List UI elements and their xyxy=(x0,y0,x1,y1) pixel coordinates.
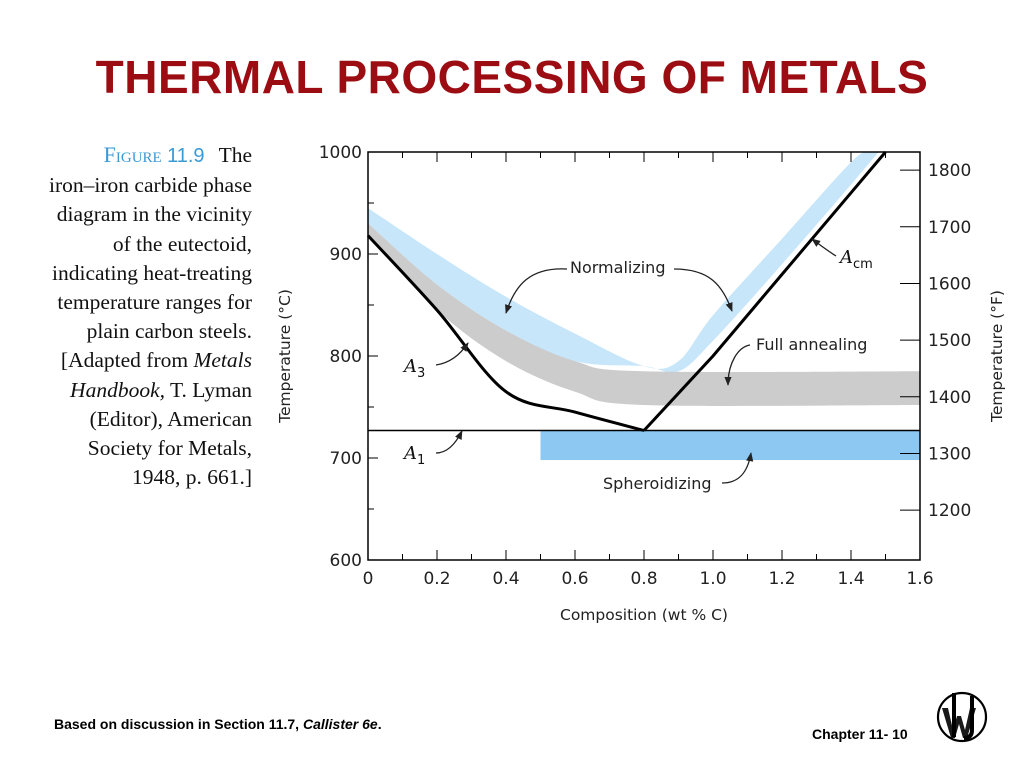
y-tick-label-right: 1500 xyxy=(928,331,971,351)
caption-line-4: of the eutectoid, xyxy=(112,231,252,256)
caption-line-10: (Editor), American xyxy=(89,406,252,431)
annotations: Normalizing Full annealing Spheroidizing A3… xyxy=(402,238,873,493)
caption-line-2: iron–iron carbide phase xyxy=(49,173,252,198)
a3-label: A3 xyxy=(402,356,425,381)
caption-line-8: [Adapted from Metals xyxy=(0,346,252,375)
caption-line-6: temperature ranges for xyxy=(57,290,252,315)
y-tick-label-left: 900 xyxy=(330,245,362,265)
footer-text: Based on discussion in Section 11.7, xyxy=(54,716,303,732)
figure-caption: Figure 11.9 The iron–iron carbide phase d… xyxy=(0,140,252,492)
y-tick-label-right: 1300 xyxy=(928,444,971,464)
y-tick-label-right: 1400 xyxy=(928,388,971,408)
caption-line-12: 1948, p. 661.] xyxy=(131,465,252,490)
wiley-logo xyxy=(936,691,988,743)
caption-line-7: plain carbon steels. xyxy=(86,319,252,344)
y-tick-label-right: 1700 xyxy=(928,218,971,238)
acm-arrow xyxy=(811,238,837,257)
spheroidizing-arrow xyxy=(721,452,754,484)
a1-label: A1 xyxy=(402,443,425,468)
y-axis-label-right: Temperature (°F) xyxy=(988,290,1006,423)
axis-ticks: 0 0.2 0.4 0.6 0.8 1.0 1.2 1.4 1.6 600 700 800 900 100… xyxy=(276,143,1006,624)
x-tick-label: 0 xyxy=(363,569,374,589)
figure-number: 11.9 xyxy=(167,145,205,167)
heat-treat-regions xyxy=(368,152,920,461)
normalizing-arrow-left xyxy=(505,268,568,314)
figure-label: Figure xyxy=(103,142,162,167)
x-tick-label: 0.8 xyxy=(630,569,657,589)
y-tick-label-left: 700 xyxy=(330,449,362,469)
normalizing-region xyxy=(368,152,879,373)
spheroidizing-label: Spheroidizing xyxy=(603,474,712,493)
x-tick-label: 1.0 xyxy=(699,569,726,589)
full-annealing-arrow xyxy=(724,344,751,386)
caption-text: The xyxy=(218,143,252,167)
y-tick-label-right: 1800 xyxy=(928,161,971,181)
x-tick-label: 1.4 xyxy=(837,569,864,589)
acm-label: Acm xyxy=(838,247,873,272)
caption-text: [Adapted from xyxy=(60,348,194,373)
a1-arrow xyxy=(435,430,463,454)
y-tick-label-left: 800 xyxy=(330,347,362,367)
caption-italic: Metals xyxy=(193,348,252,373)
normalizing-label: Normalizing xyxy=(570,258,665,277)
normalizing-arrow-right xyxy=(673,268,733,312)
y-tick-label-right: 1600 xyxy=(928,274,971,294)
y-tick-label-left: 600 xyxy=(330,551,362,571)
acm-line xyxy=(642,151,887,432)
y-tick-label-right: 1200 xyxy=(928,501,971,521)
x-tick-label: 0.4 xyxy=(492,569,519,589)
y-tick-label-left: 1000 xyxy=(319,143,362,163)
slide-title: THERMAL PROCESSING OF METALS xyxy=(95,51,929,103)
a3-arrow xyxy=(435,342,469,366)
caption-italic: Handbook, xyxy=(70,377,165,402)
caption-line-9: Handbook, T. Lyman xyxy=(0,376,252,405)
plot-frame xyxy=(367,151,921,561)
x-tick-label: 0.2 xyxy=(423,569,450,589)
full-annealing-label: Full annealing xyxy=(756,335,867,354)
spheroidizing-region xyxy=(540,430,920,461)
a3-line xyxy=(366,234,645,432)
footer-text-end: . xyxy=(377,716,382,732)
full-annealing-region xyxy=(368,223,920,406)
caption-line-1: Figure 11.9 The xyxy=(0,140,252,171)
caption-line-3: diagram in the vicinity xyxy=(56,202,252,227)
x-tick-label: 1.2 xyxy=(768,569,795,589)
x-tick-label: 0.6 xyxy=(561,569,588,589)
caption-line-5: indicating heat-treating xyxy=(52,260,252,285)
phase-diagram-chart: 0 0.2 0.4 0.6 0.8 1.0 1.2 1.4 1.6 600 700 800 900 100… xyxy=(276,143,1006,624)
x-tick-label: 1.6 xyxy=(906,569,933,589)
x-axis-label: Composition (wt % C) xyxy=(560,606,728,624)
caption-text: T. Lyman xyxy=(165,377,252,402)
y-axis-label-left: Temperature (°C) xyxy=(276,289,294,424)
caption-line-11: Society for Metals, xyxy=(87,436,252,461)
footer-italic: Callister 6e xyxy=(302,716,378,732)
footer-source-note: Based on discussion in Section 11.7, Cal… xyxy=(54,716,382,732)
chapter-page-number: Chapter 11- 10 xyxy=(812,726,908,742)
